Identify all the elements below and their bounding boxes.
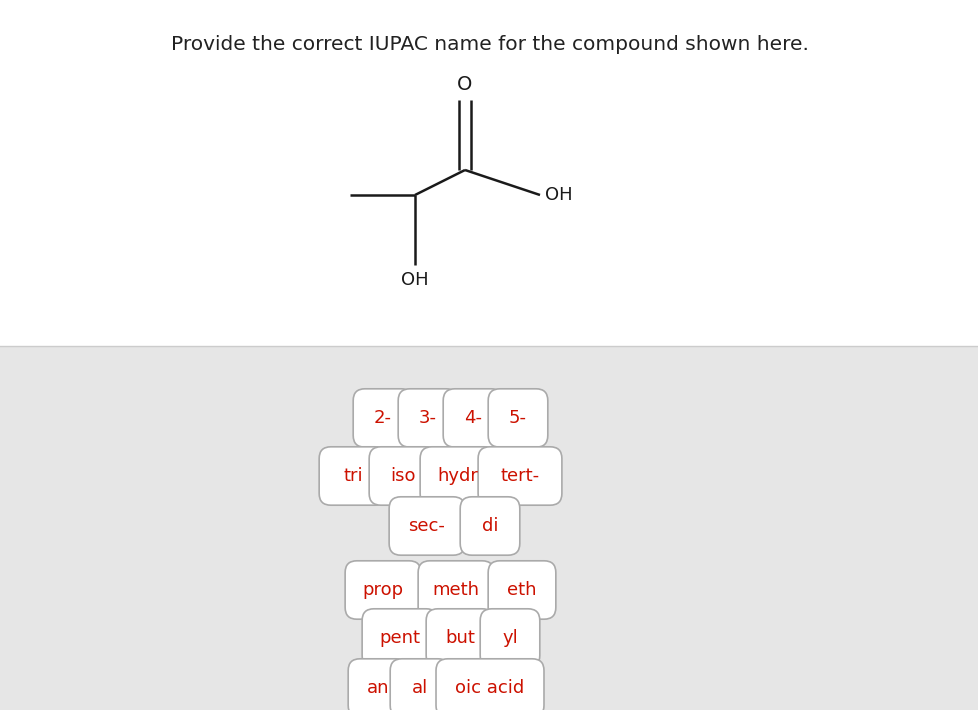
Bar (0, 346, 978, 710)
FancyBboxPatch shape (479, 608, 539, 667)
Text: OH: OH (545, 186, 572, 204)
Text: oic acid: oic acid (455, 679, 524, 697)
Text: 4-: 4- (464, 409, 481, 427)
FancyBboxPatch shape (435, 659, 544, 710)
Text: yl: yl (502, 629, 517, 647)
FancyBboxPatch shape (488, 389, 548, 447)
Text: 5-: 5- (509, 409, 526, 427)
FancyBboxPatch shape (488, 561, 556, 619)
Text: O: O (457, 75, 472, 94)
Text: meth: meth (432, 581, 479, 599)
Text: eth: eth (507, 581, 536, 599)
FancyBboxPatch shape (398, 389, 458, 447)
Text: prop: prop (362, 581, 403, 599)
Text: OH: OH (401, 271, 428, 289)
FancyBboxPatch shape (460, 497, 519, 555)
FancyBboxPatch shape (418, 561, 493, 619)
Text: sec-: sec- (408, 517, 445, 535)
FancyBboxPatch shape (345, 561, 421, 619)
FancyBboxPatch shape (477, 447, 561, 506)
Text: 2-: 2- (374, 409, 391, 427)
FancyBboxPatch shape (348, 659, 408, 710)
Text: an: an (367, 679, 389, 697)
FancyBboxPatch shape (369, 447, 436, 506)
FancyBboxPatch shape (353, 389, 413, 447)
Text: but: but (445, 629, 474, 647)
FancyBboxPatch shape (443, 389, 503, 447)
Text: tri: tri (343, 467, 363, 485)
FancyBboxPatch shape (388, 497, 465, 555)
Text: hydr: hydr (437, 467, 478, 485)
Bar (0, 0, 978, 346)
FancyBboxPatch shape (362, 608, 437, 667)
FancyBboxPatch shape (319, 447, 386, 506)
FancyBboxPatch shape (390, 659, 449, 710)
FancyBboxPatch shape (425, 608, 493, 667)
Text: 3-: 3- (419, 409, 436, 427)
Text: tert-: tert- (500, 467, 539, 485)
Text: pent: pent (379, 629, 421, 647)
Text: al: al (412, 679, 427, 697)
FancyBboxPatch shape (420, 447, 496, 506)
Text: Provide the correct IUPAC name for the compound shown here.: Provide the correct IUPAC name for the c… (170, 35, 808, 54)
Text: di: di (481, 517, 498, 535)
Text: iso: iso (390, 467, 416, 485)
